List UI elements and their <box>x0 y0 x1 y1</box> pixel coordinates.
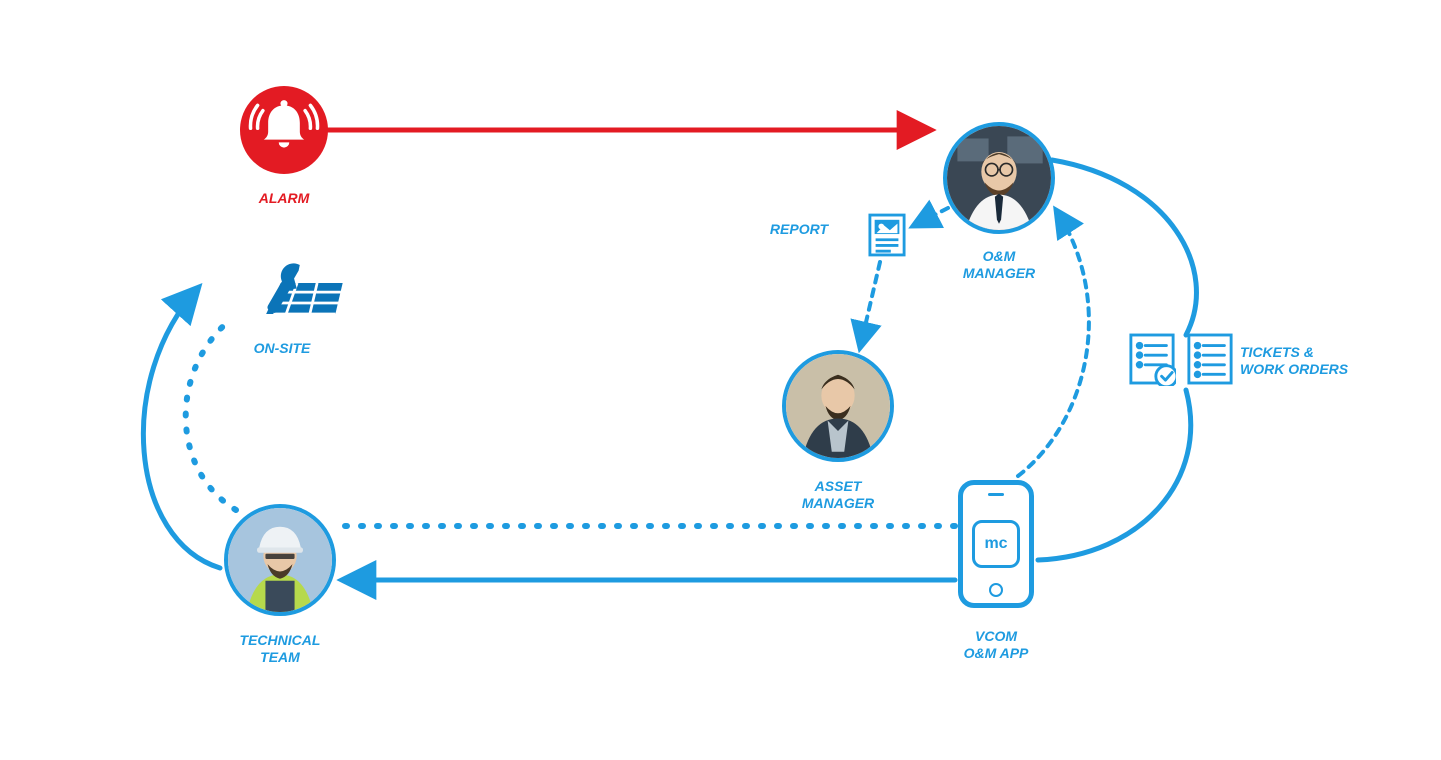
app-icon: mc <box>972 520 1020 568</box>
phone-home-button <box>989 583 1003 597</box>
report-node <box>868 213 906 257</box>
checklist-check-icon <box>1128 332 1176 391</box>
phone-speaker <box>988 493 1004 496</box>
avatar-asset-manager <box>786 354 890 458</box>
asset-manager-node <box>782 350 894 462</box>
om-manager-label: O&M MANAGER <box>879 248 1119 282</box>
asset-manager-label: ASSET MANAGER <box>718 478 958 512</box>
tickets-node <box>1128 332 1234 391</box>
tickets-label: TICKETS & WORK ORDERS <box>1240 344 1420 378</box>
alarm-label: ALARM <box>164 190 404 207</box>
technical-team-node <box>224 504 336 616</box>
edge-om-to-report-dashed <box>913 208 948 226</box>
report-doc-icon <box>868 213 906 257</box>
app-label: VCOM O&M APP <box>876 628 1116 662</box>
onsite-node <box>233 252 343 339</box>
technical-team-label: TECHNICAL TEAM <box>160 632 400 666</box>
onsite-label: ON-SITE <box>162 340 402 357</box>
avatar-technical-team <box>228 508 332 612</box>
om-manager-node <box>943 122 1055 234</box>
edge-report-to-asset-dashed <box>860 262 880 348</box>
edge-tech-to-onsite-solid <box>143 288 220 568</box>
checklist-icon <box>1186 332 1234 391</box>
bell-icon <box>240 86 328 174</box>
avatar-om-manager <box>947 126 1051 230</box>
app-icon-text: mc <box>984 535 1007 553</box>
edge-tickets-to-app-curve <box>1038 390 1191 560</box>
alarm-node <box>240 86 328 174</box>
diagram-stage: ALARM <box>0 0 1441 760</box>
wrench-panel-icon <box>233 252 343 334</box>
app-node: mc <box>958 480 1034 608</box>
report-label: REPORT <box>628 221 828 238</box>
